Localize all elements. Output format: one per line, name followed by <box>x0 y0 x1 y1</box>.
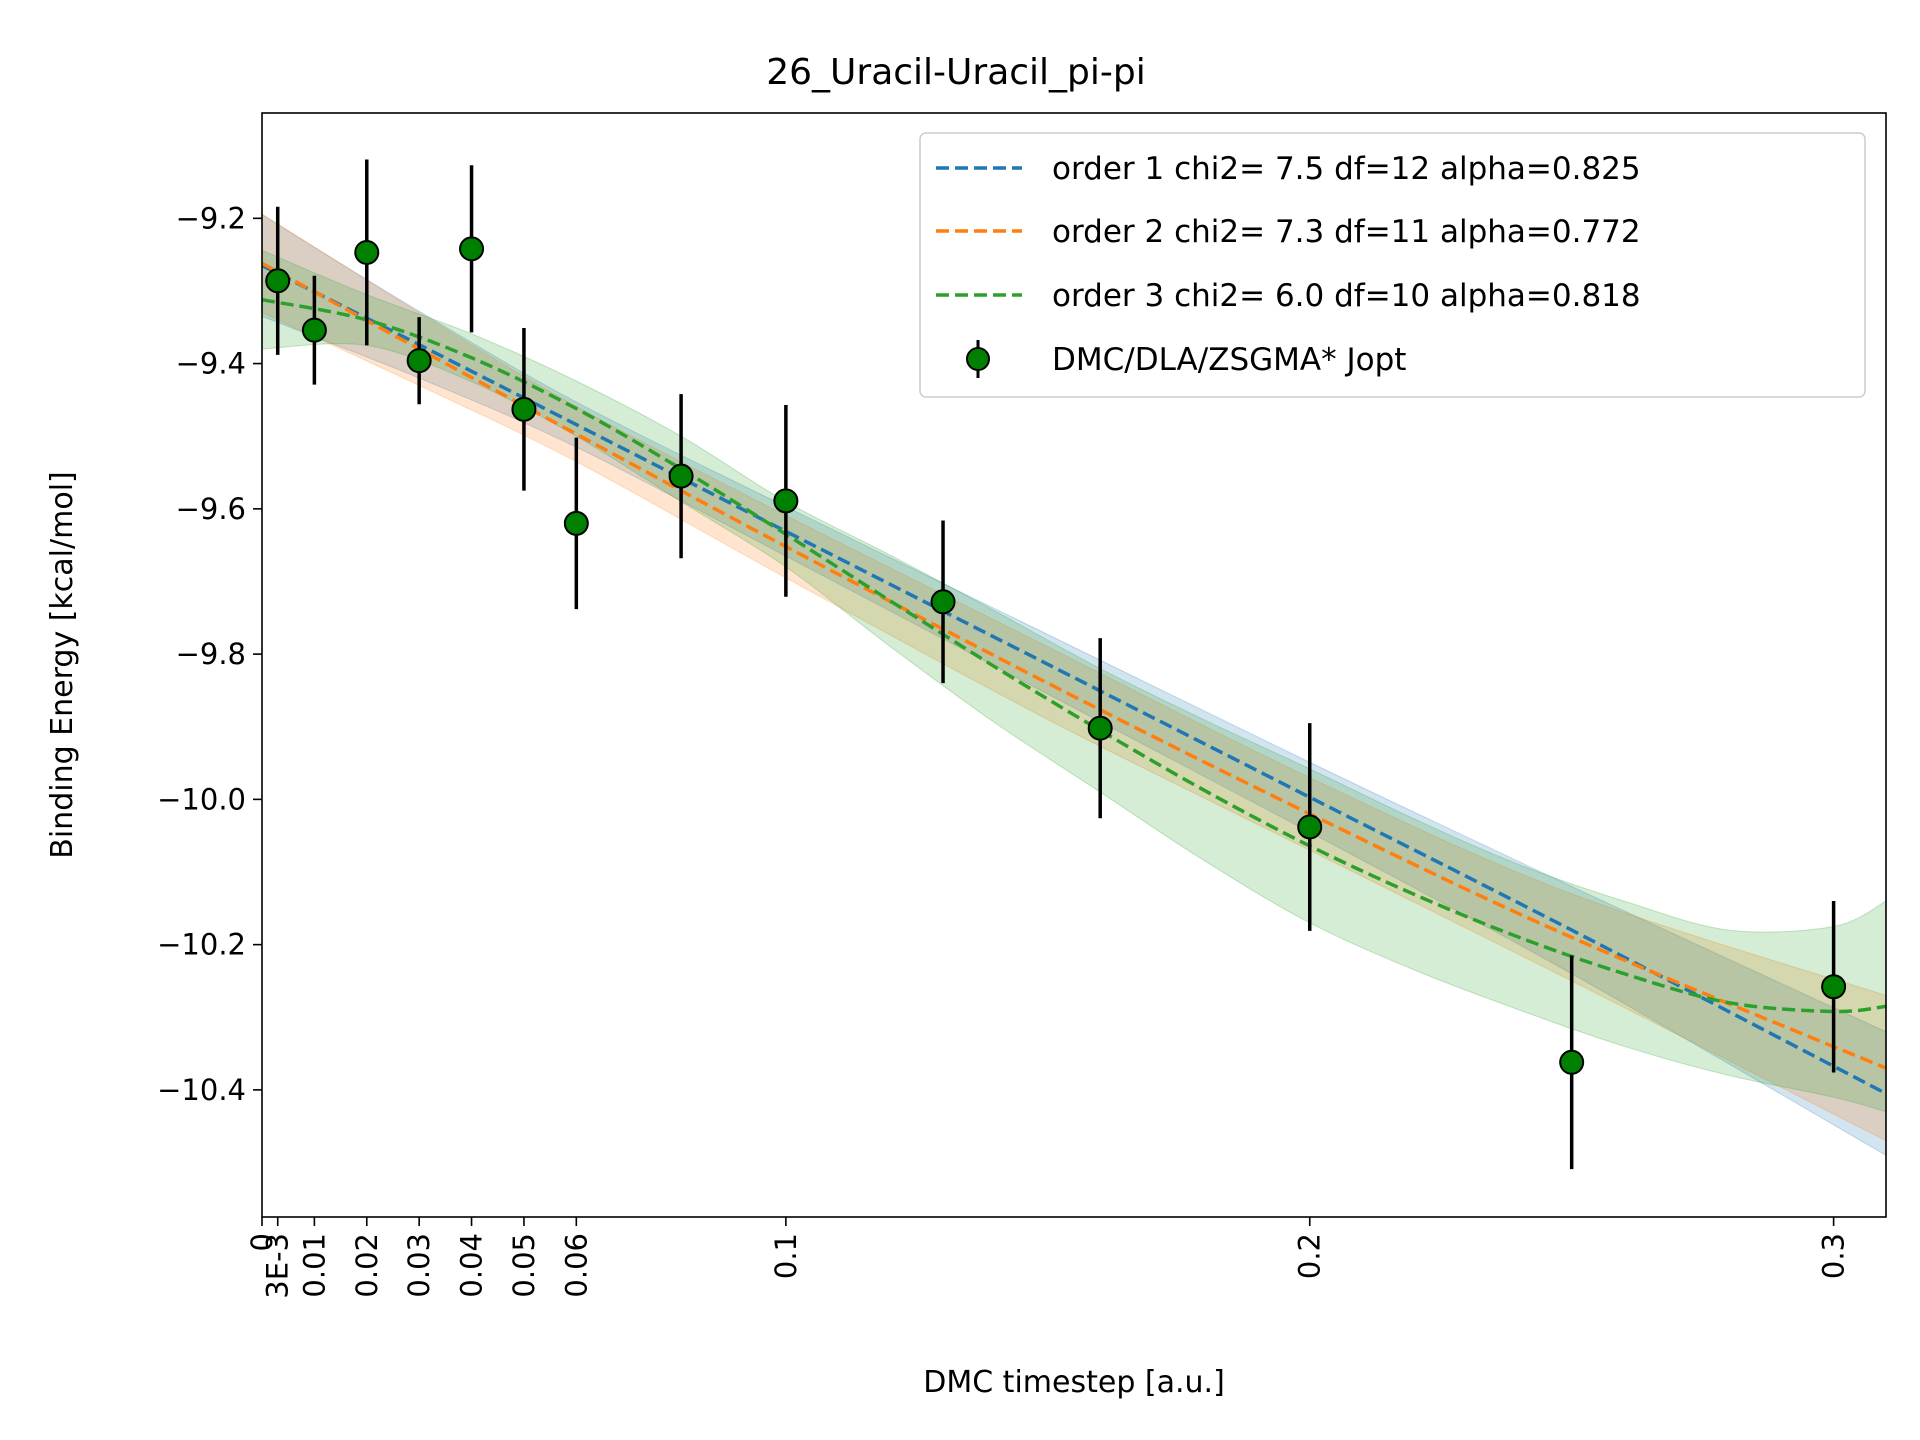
data-point <box>265 268 291 294</box>
fit-line-3 <box>262 297 1886 1014</box>
data-point <box>459 236 485 262</box>
x-tick-label: 0.06 <box>559 1233 593 1298</box>
legend-point-marker <box>966 347 990 371</box>
x-tick-label: 0.02 <box>350 1233 384 1298</box>
y-tick-label: −9.4 <box>176 347 246 381</box>
legend: order 1 chi2= 7.5 df=12 alpha=0.825 orde… <box>919 132 1866 398</box>
data-point <box>1559 1049 1585 1075</box>
legend-label-order-3: order 3 chi2= 6.0 df=10 alpha=0.818 <box>1052 278 1641 314</box>
legend-box <box>919 132 1866 398</box>
data-point <box>1821 974 1847 1000</box>
confidence-band-1 <box>262 214 1886 1156</box>
data-point <box>354 239 380 265</box>
legend-label-order-1: order 1 chi2= 7.5 df=12 alpha=0.825 <box>1052 151 1641 187</box>
y-axis-title: Binding Energy [kcal/mol] <box>45 471 80 858</box>
y-tick-label: −10.0 <box>157 782 246 816</box>
fit-line-1 <box>262 263 1886 1096</box>
y-tick-label: −9.6 <box>176 492 246 526</box>
x-tick-label: 0.03 <box>402 1233 436 1298</box>
x-tick-label: 0.3 <box>1817 1233 1851 1279</box>
y-tick-label: −9.8 <box>176 637 246 671</box>
x-tick-label: 0.1 <box>769 1233 803 1279</box>
fit-lines <box>262 261 1886 1096</box>
data-point <box>930 589 956 615</box>
y-axis: −9.2 −9.4 −9.6 −9.8 −10.0 −10.2 −10.4 <box>157 201 262 1107</box>
x-tick-label: 0.04 <box>455 1233 489 1298</box>
x-tick-label: 0.01 <box>297 1233 331 1298</box>
data-point <box>668 463 694 489</box>
data-point <box>301 317 327 343</box>
data-point <box>406 348 432 374</box>
plot-frame <box>261 112 1887 1218</box>
x-tick-label: 3E-3 <box>261 1233 295 1299</box>
data-point <box>1087 715 1113 741</box>
x-axis: 03E-3 0.01 0.02 0.03 0.04 0.05 0.06 0.1 0.2 0.3 <box>245 1217 1851 1299</box>
data-points <box>265 159 1847 1170</box>
chart-title: 26_Uracil-Uracil_pi-pi <box>766 52 1146 93</box>
legend-label-order-2: order 2 chi2= 7.3 df=11 alpha=0.772 <box>1052 214 1641 250</box>
legend-label-points: DMC/DLA/ZSGMA* Jopt <box>1052 342 1406 378</box>
x-axis-title: DMC timestep [a.u.] <box>923 1365 1225 1400</box>
x-tick-label: 0 <box>245 1233 279 1251</box>
x-tick-label: 0.05 <box>507 1233 541 1298</box>
y-tick-label: −9.2 <box>176 201 246 235</box>
y-tick-label: −10.2 <box>157 928 246 962</box>
fit-line-2 <box>262 261 1886 1070</box>
data-point <box>773 488 799 514</box>
y-tick-label: −10.4 <box>157 1073 246 1107</box>
data-point <box>511 396 537 422</box>
data-point <box>563 510 589 536</box>
data-point <box>1297 814 1323 840</box>
x-tick-label: 0.2 <box>1293 1233 1327 1279</box>
